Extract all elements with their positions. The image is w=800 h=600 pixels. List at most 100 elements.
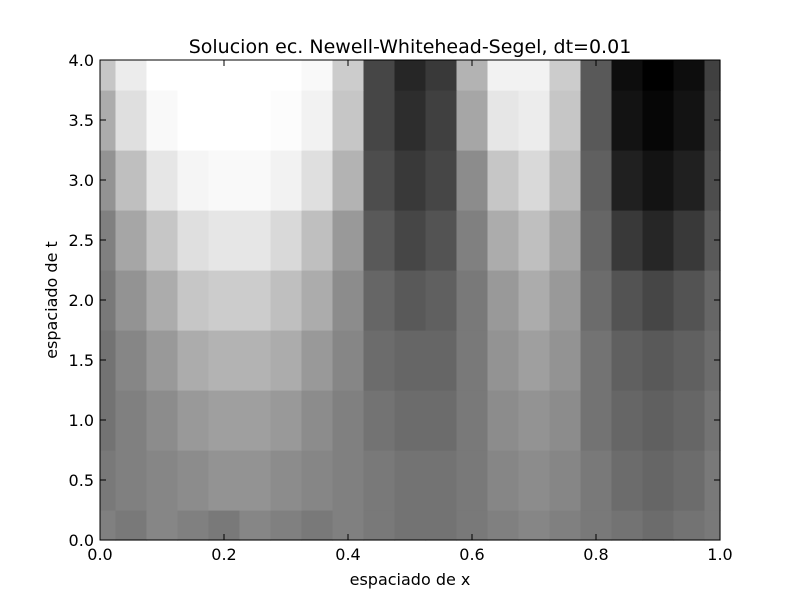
y-axis-label: espaciado de t [42,241,61,359]
heatmap-cell [394,210,427,271]
heatmap-cell [549,150,582,211]
heatmap-cell [673,510,706,541]
y-tick-label: 3.5 [69,111,94,130]
heatmap-cell [146,150,179,211]
heatmap-cell [239,510,272,541]
heatmap-cell [611,150,644,211]
heatmap-cell [100,60,117,91]
heatmap-cell [580,210,613,271]
heatmap-cell [146,60,179,91]
heatmap-cell [239,90,272,151]
heatmap-cell [115,210,148,271]
heatmap-cell [518,210,551,271]
heatmap-cell [100,390,117,451]
y-tick-label: 1.5 [69,351,94,370]
heatmap-cell [487,210,520,271]
heatmap-cell [642,330,675,391]
x-tick-label: 0.0 [87,545,112,564]
heatmap-cell [704,270,721,331]
heatmap-cell [177,330,210,391]
heatmap-cell [115,150,148,211]
heatmap-cells [100,60,721,541]
heatmap-cell [100,330,117,391]
x-axis-ticks: 0.0 0.2 0.4 0.6 0.8 1.0 [87,60,733,564]
heatmap-cell [580,270,613,331]
heatmap-cell [394,150,427,211]
heatmap-cell [301,270,334,331]
heatmap-cell [301,150,334,211]
heatmap-cell [425,270,458,331]
heatmap-cell [100,90,117,151]
x-tick-label: 0.6 [459,545,484,564]
heatmap-cell [456,210,489,271]
heatmap-cell [673,450,706,511]
heatmap-cell [518,90,551,151]
y-axis-ticks: 0.0 0.5 1.0 1.5 2.0 2.5 3.0 3.5 4.0 [69,51,720,550]
heatmap-cell [270,150,303,211]
heatmap-cell [270,270,303,331]
heatmap-cell [673,330,706,391]
heatmap-cell [487,60,520,91]
heatmap-cell [394,90,427,151]
heatmap-cell [642,150,675,211]
heatmap-cell [425,210,458,271]
heatmap-cell [487,450,520,511]
heatmap-cell [208,450,241,511]
y-tick-label: 2.0 [69,291,94,310]
heatmap-cell [611,210,644,271]
x-tick-label: 0.2 [211,545,236,564]
heatmap-cell [239,60,272,91]
heatmap-cell [425,60,458,91]
heatmap-cell [704,90,721,151]
heatmap-cell [394,60,427,91]
heatmap-cell [301,450,334,511]
heatmap-cell [394,510,427,541]
heatmap-cell [239,150,272,211]
heatmap-cell [456,330,489,391]
heatmap-cell [208,210,241,271]
chart-title: Solucion ec. Newell-Whitehead-Segel, dt=… [189,36,632,58]
heatmap-cell [611,450,644,511]
heatmap-cell [549,270,582,331]
heatmap-cell [177,210,210,271]
heatmap-cell [487,270,520,331]
heatmap-cell [580,150,613,211]
heatmap-cell [611,60,644,91]
heatmap-cell [642,60,675,91]
heatmap-cell [363,510,396,541]
heatmap-cell [518,60,551,91]
heatmap-cell [549,60,582,91]
heatmap-cell [704,510,721,541]
heatmap-cell [549,90,582,151]
heatmap-cell [487,150,520,211]
heatmap-cell [146,210,179,271]
heatmap-cell [115,270,148,331]
heatmap-cell [332,150,365,211]
heatmap-cell [115,450,148,511]
heatmap-cell [239,270,272,331]
heatmap-cell [177,390,210,451]
heatmap-cell [394,330,427,391]
heatmap-cell [549,450,582,511]
heatmap-cell [177,150,210,211]
heatmap-cell [518,390,551,451]
heatmap-cell [673,90,706,151]
heatmap-cell [518,510,551,541]
heatmap-cell [301,330,334,391]
y-tick-label: 4.0 [69,51,94,70]
heatmap-cell [332,450,365,511]
heatmap-cell [177,450,210,511]
heatmap-cell [487,510,520,541]
heatmap-cell [704,390,721,451]
heatmap-cell [146,390,179,451]
heatmap-cell [332,210,365,271]
heatmap-cell [270,510,303,541]
heatmap-cell [177,60,210,91]
heatmap-cell [270,60,303,91]
heatmap-cell [456,270,489,331]
heatmap-cell [332,90,365,151]
heatmap-cell [239,450,272,511]
heatmap-cell [642,210,675,271]
heatmap-cell [518,270,551,331]
heatmap-cell [115,330,148,391]
